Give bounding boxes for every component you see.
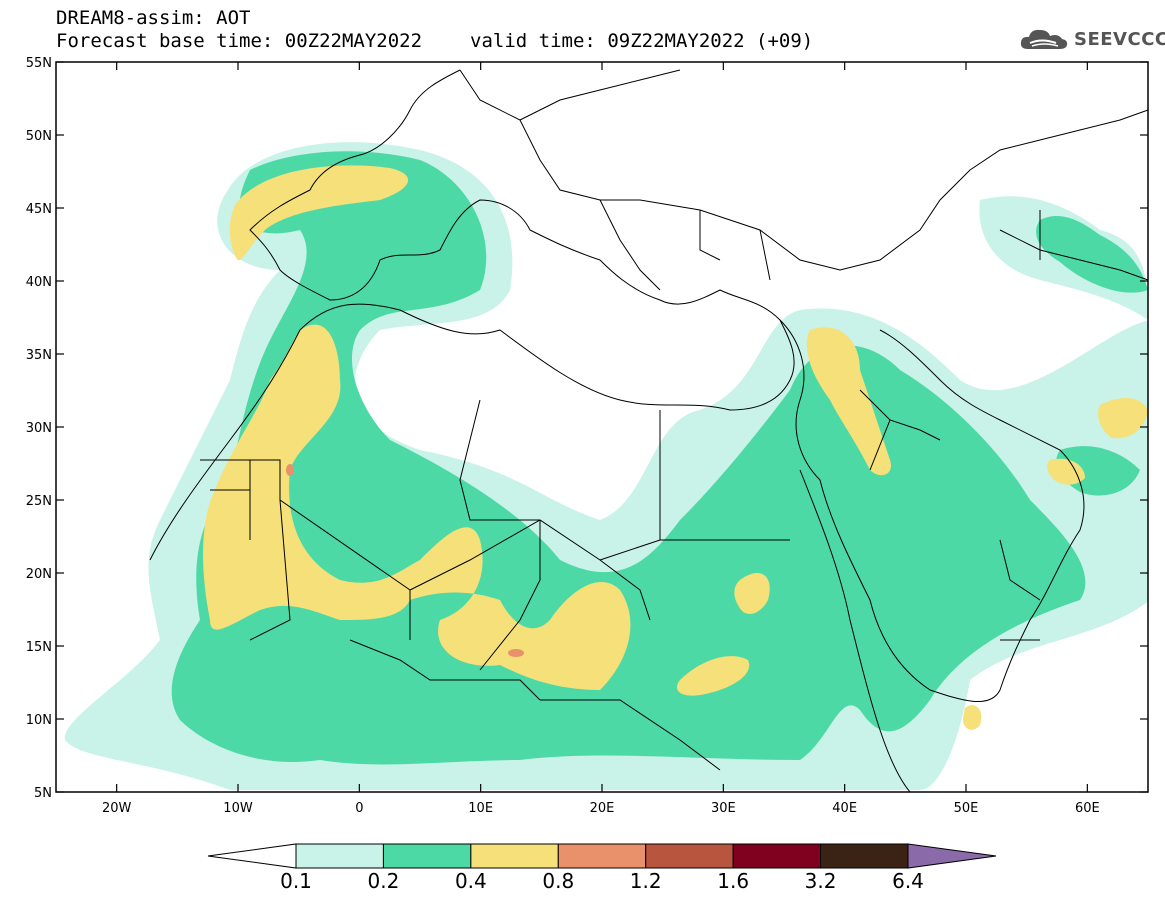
seevccc-logo: SEEVCCC — [1018, 22, 1165, 56]
lat-tick-label: 20N — [26, 567, 52, 582]
colorbar-box — [557, 843, 647, 869]
aot-band-0.8-1.2 — [286, 464, 524, 657]
colorbar-box — [820, 843, 909, 869]
aot-contours — [64, 142, 1148, 790]
colorbar-box — [732, 843, 822, 869]
lon-tick-label: 0 — [355, 801, 363, 816]
lat-tick-label: 40N — [26, 275, 52, 290]
aot-band-0.2-0.4 — [171, 151, 1148, 765]
colorbar-label: 0.8 — [542, 869, 574, 893]
figure-title: DREAM8-assim: AOT — [56, 7, 251, 29]
lon-tick-label: 20W — [102, 801, 132, 816]
lon-tick-label: 60E — [1075, 801, 1100, 816]
lon-tick-label: 30E — [711, 801, 736, 816]
colorbar-label: 1.2 — [630, 869, 662, 893]
forecast-base-time: Forecast base time: 00Z22MAY2022 — [56, 30, 423, 52]
lat-tick-label: 15N — [26, 640, 52, 655]
colorbar-label: 0.1 — [280, 869, 312, 893]
lat-tick-label: 55N — [26, 56, 52, 71]
lon-tick-label: 50E — [954, 801, 979, 816]
colorbar-label: 0.2 — [368, 869, 400, 893]
logo-text: SEEVCCC — [1074, 28, 1165, 50]
lon-tick-label: 20E — [590, 801, 615, 816]
lon-tick-label: 10W — [223, 801, 253, 816]
colorbar-box — [295, 843, 384, 869]
colorbar-label: 3.2 — [805, 869, 837, 893]
cloud-icon — [1020, 29, 1068, 49]
colorbar-box — [382, 843, 472, 869]
lat-tick-label: 30N — [26, 421, 52, 436]
colorbar-label: 6.4 — [892, 869, 924, 893]
time-info: Forecast base time: 00Z22MAY2022 valid ti… — [56, 31, 813, 52]
colorbar-low-arrow — [207, 843, 297, 869]
lon-tick-label: 10E — [468, 801, 493, 816]
coastlines-and-borders — [149, 69, 1148, 792]
colorbar-box — [470, 843, 559, 869]
lon-tick-label: 40E — [832, 801, 857, 816]
lat-tick-label: 35N — [26, 348, 52, 363]
lat-tick-label: 50N — [26, 129, 52, 144]
lat-tick-label: 45N — [26, 202, 52, 217]
latitude-axis: 55N 50N 45N 40N 35N 30N 25N 20N 15N 10N 5N — [26, 56, 1148, 801]
longitude-axis: 20W 10W 0 10E 20E 30E 40E 50E 60E — [102, 62, 1100, 816]
lat-tick-label: 10N — [26, 713, 52, 728]
aot-band-0.4-0.8 — [203, 165, 1148, 730]
colorbar-box — [645, 843, 734, 869]
colorbar-high-arrow — [907, 843, 997, 869]
lat-tick-label: 25N — [26, 494, 52, 509]
colorbar-label: 0.4 — [455, 869, 487, 893]
valid-time: valid time: 09Z22MAY2022 (+09) — [470, 30, 814, 52]
colorbar-label: 1.6 — [717, 869, 749, 893]
lat-tick-label: 5N — [34, 786, 52, 801]
